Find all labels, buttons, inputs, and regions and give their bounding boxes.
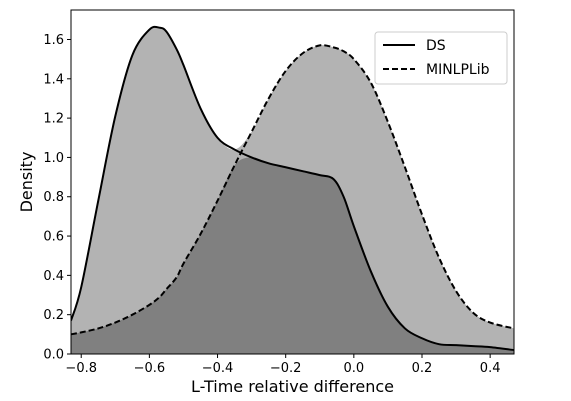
y-tick-label: 0.8 — [43, 190, 64, 205]
series-line-ds — [71, 25, 514, 352]
y-tick-label: 0.0 — [43, 348, 64, 363]
x-tick-label: −0.6 — [134, 361, 166, 376]
y-axis-title: Density — [17, 152, 36, 213]
x-tick-label: −0.8 — [65, 361, 97, 376]
y-tick-label: 1.0 — [43, 151, 64, 166]
legend: DS MINLPLib — [374, 31, 508, 85]
series-line-minlplib — [71, 44, 514, 336]
y-tick-label: 0.2 — [43, 308, 64, 323]
x-tick-label: −0.2 — [270, 361, 302, 376]
x-axis-title: L-Time relative difference — [191, 377, 394, 396]
y-tick-label: 1.2 — [43, 112, 64, 127]
plot-frame — [70, 9, 515, 355]
plot-area — [71, 25, 514, 354]
x-tick-label: −0.4 — [202, 361, 234, 376]
x-tick-label: 0.4 — [480, 361, 501, 376]
y-tick-label: 1.6 — [43, 33, 64, 48]
axes: −0.8 −0.6 −0.4 −0.2 0.0 0.2 0.4 0.0 0.2 0.4 0.6 0.8… — [43, 9, 515, 376]
density-fill-overlap — [71, 157, 514, 354]
y-tick-label: 1.4 — [43, 72, 64, 87]
legend-label-ds: DS — [426, 38, 446, 54]
x-tick-label: 0.0 — [343, 361, 364, 376]
y-tick-label: 0.4 — [43, 269, 64, 284]
y-tick-label: 0.6 — [43, 230, 64, 245]
legend-label-minlplib: MINLPLib — [426, 62, 490, 78]
x-tick-label: 0.2 — [412, 361, 433, 376]
